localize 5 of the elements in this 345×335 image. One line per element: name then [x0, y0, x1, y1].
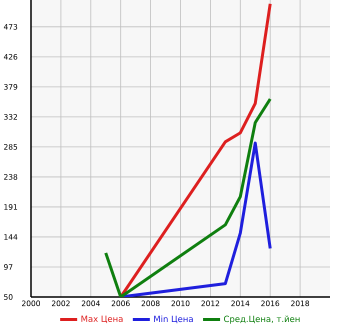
- legend-label: Сред.Цена, т.йен: [224, 316, 300, 324]
- line-series: [119, 2, 272, 297]
- line-series: [104, 98, 272, 297]
- legend-label: Min Цена: [154, 316, 193, 324]
- legend-label: Max Цена: [81, 316, 123, 324]
